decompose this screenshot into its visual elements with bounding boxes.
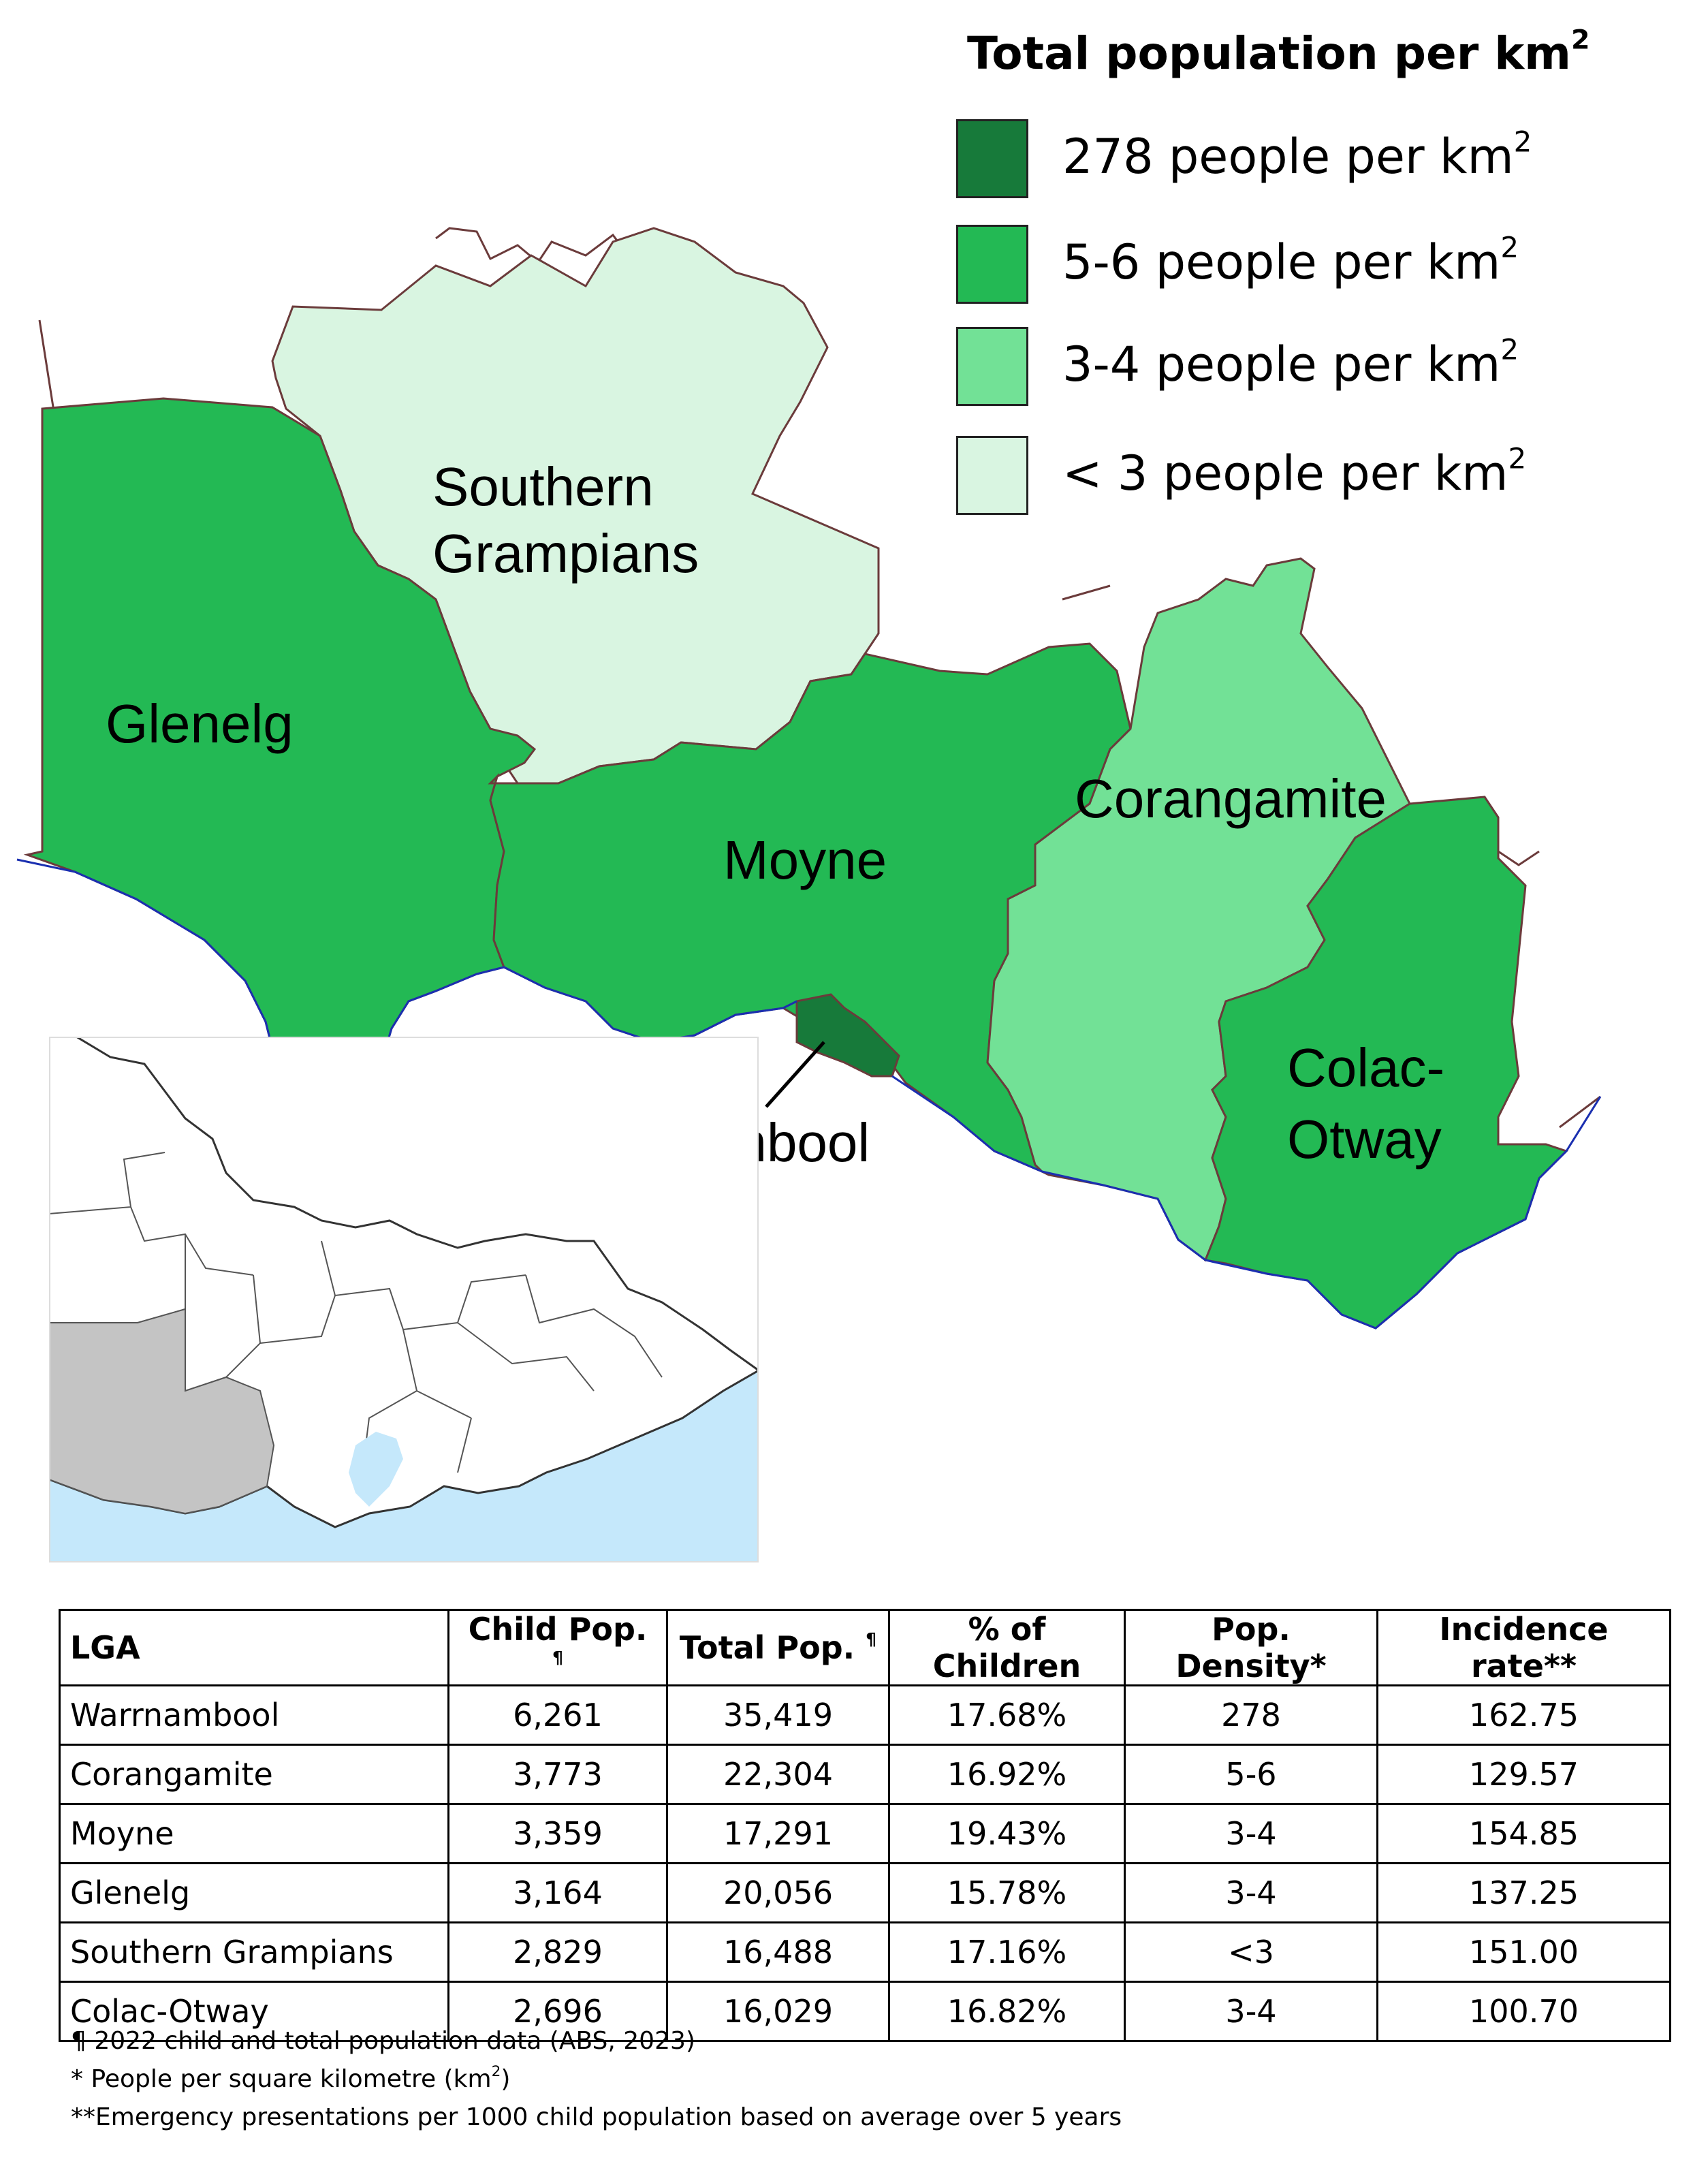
legend-title: Total population per km2 — [967, 24, 1590, 80]
cell-child-pop: 3,164 — [447, 1862, 668, 1923]
legend: Total population per km2 278 people per … — [940, 14, 1689, 531]
cell-incidence-rate: 151.00 — [1376, 1921, 1671, 1983]
table-row: Glenelg 3,164 20,056 15.78% 3-4 137.25 — [59, 1862, 1671, 1923]
legend-label: 278 people per km2 — [1062, 125, 1532, 185]
cell-lga: Southern Grampians — [59, 1921, 449, 1983]
header-total-pop: Total Pop. ¶ — [666, 1609, 890, 1686]
label-colac-otway-line2: Otway — [1287, 1109, 1442, 1169]
lga-map: Southern Grampians Glenelg Moyne Coranga… — [16, 227, 1602, 1330]
header-pop-density: Pop. Density* — [1124, 1609, 1378, 1686]
cell-percent-children: 16.92% — [888, 1744, 1126, 1805]
header-incidence-rate: Incidence rate** — [1376, 1609, 1671, 1686]
cell-incidence-rate: 129.57 — [1376, 1744, 1671, 1805]
cell-percent-children: 19.43% — [888, 1803, 1126, 1864]
table-row: Colac-Otway 2,696 16,029 16.82% 3-4 100.70 — [59, 1981, 1671, 2042]
legend-item-5-6: 5-6 people per km2 — [940, 225, 1689, 307]
cell-pop-density: 3-4 — [1124, 1981, 1378, 2042]
label-southern-grampians-line2: Grampians — [432, 523, 699, 584]
cell-lga: Warrnambool — [59, 1684, 449, 1746]
cell-child-pop: 3,359 — [447, 1803, 668, 1864]
cell-percent-children: 15.78% — [888, 1862, 1126, 1923]
cell-total-pop: 16,488 — [666, 1921, 890, 1983]
cell-total-pop: 17,291 — [666, 1803, 890, 1864]
legend-item-less-3: < 3 people per km2 — [940, 436, 1689, 518]
cell-total-pop: 20,056 — [666, 1862, 890, 1923]
footnote-incidence-definition: **Emergency presentations per 1000 child… — [71, 2103, 1122, 2131]
cell-pop-density: <3 — [1124, 1921, 1378, 1983]
legend-item-278: 278 people per km2 — [940, 119, 1689, 201]
table-row: Corangamite 3,773 22,304 16.92% 5-6 129.57 — [59, 1744, 1671, 1805]
header-lga: LGA — [59, 1609, 449, 1686]
cell-pop-density: 3-4 — [1124, 1803, 1378, 1864]
northern-boundary-lines — [38, 227, 1601, 1129]
cell-total-pop: 22,304 — [666, 1744, 890, 1805]
inset-port-phillip-bay — [349, 1432, 403, 1507]
legend-swatch — [956, 225, 1028, 304]
lga-data-table: LGA Child Pop. ¶ Total Pop. ¶ % of Child… — [59, 1609, 1671, 2042]
region-warrnambool — [795, 993, 900, 1078]
legend-label: < 3 people per km2 — [1062, 441, 1527, 501]
table-header-row: LGA Child Pop. ¶ Total Pop. ¶ % of Child… — [59, 1609, 1671, 1686]
table-body: Warrnambool 6,261 35,419 17.68% 278 162.75 Cor… — [59, 1684, 1671, 2042]
cell-percent-children: 16.82% — [888, 1981, 1126, 2042]
legend-label: 5-6 people per km2 — [1062, 230, 1519, 290]
cell-percent-children: 17.68% — [888, 1684, 1126, 1746]
cell-incidence-rate: 137.25 — [1376, 1862, 1671, 1923]
cell-pop-density: 278 — [1124, 1684, 1378, 1746]
cell-child-pop: 2,696 — [447, 1981, 668, 2042]
label-corangamite: Corangamite — [1075, 768, 1387, 829]
inset-ocean — [49, 1370, 759, 1562]
table-row: Warrnambool 6,261 35,419 17.68% 278 162.75 — [59, 1684, 1671, 1746]
cell-pop-density: 3-4 — [1124, 1862, 1378, 1923]
cell-total-pop: 35,419 — [666, 1684, 890, 1746]
cell-lga: Colac-Otway — [59, 1981, 449, 2042]
legend-swatch — [956, 327, 1028, 406]
cell-child-pop: 3,773 — [447, 1744, 668, 1805]
header-percent-children: % of Children — [888, 1609, 1126, 1686]
cell-lga: Moyne — [59, 1803, 449, 1864]
legend-swatch — [956, 119, 1028, 198]
label-colac-otway-line1: Colac- — [1287, 1037, 1444, 1098]
cell-total-pop: 16,029 — [666, 1981, 890, 2042]
legend-label: 3-4 people per km2 — [1062, 332, 1519, 392]
legend-item-3-4: 3-4 people per km2 — [940, 327, 1689, 409]
cell-incidence-rate: 154.85 — [1376, 1803, 1671, 1864]
cell-incidence-rate: 100.70 — [1376, 1981, 1671, 2042]
cell-incidence-rate: 162.75 — [1376, 1684, 1671, 1746]
legend-swatch — [956, 436, 1028, 515]
footnote-density-definition: * People per square kilometre (km2) — [71, 2062, 511, 2093]
inset-border — [49, 1037, 759, 1562]
table-row: Southern Grampians 2,829 16,488 17.16% <3 151… — [59, 1921, 1671, 1983]
warrnambool-leader-line — [765, 1041, 825, 1108]
cell-percent-children: 17.16% — [888, 1921, 1126, 1983]
footnote-population-source: ¶ 2022 child and total population data (… — [71, 2027, 695, 2055]
cell-child-pop: 6,261 — [447, 1684, 668, 1746]
header-child-pop: Child Pop. ¶ — [447, 1609, 668, 1686]
table-row: Moyne 3,359 17,291 19.43% 3-4 154.85 — [59, 1803, 1671, 1864]
inset-map-victoria — [49, 1037, 759, 1562]
cell-lga: Glenelg — [59, 1862, 449, 1923]
label-southern-grampians-line1: Southern — [432, 456, 654, 517]
label-glenelg: Glenelg — [106, 693, 294, 754]
inset-study-region — [49, 1308, 275, 1515]
label-moyne: Moyne — [723, 830, 887, 890]
cell-lga: Corangamite — [59, 1744, 449, 1805]
cell-child-pop: 2,829 — [447, 1921, 668, 1983]
cell-pop-density: 5-6 — [1124, 1744, 1378, 1805]
